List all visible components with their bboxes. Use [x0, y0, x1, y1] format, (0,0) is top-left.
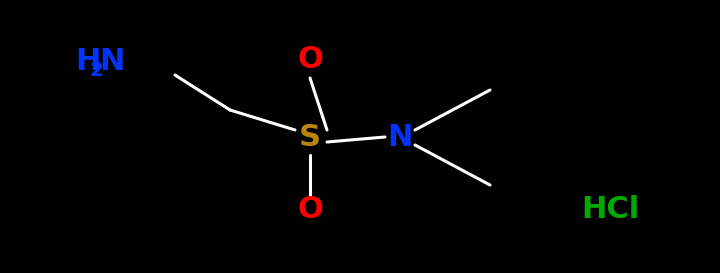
Text: S: S: [299, 123, 321, 152]
Text: 2: 2: [89, 61, 103, 80]
Text: N: N: [99, 48, 125, 76]
Text: N: N: [387, 123, 413, 152]
Text: H: H: [75, 48, 100, 76]
Text: O: O: [297, 46, 323, 75]
Text: HCl: HCl: [581, 195, 639, 224]
Text: O: O: [297, 195, 323, 224]
